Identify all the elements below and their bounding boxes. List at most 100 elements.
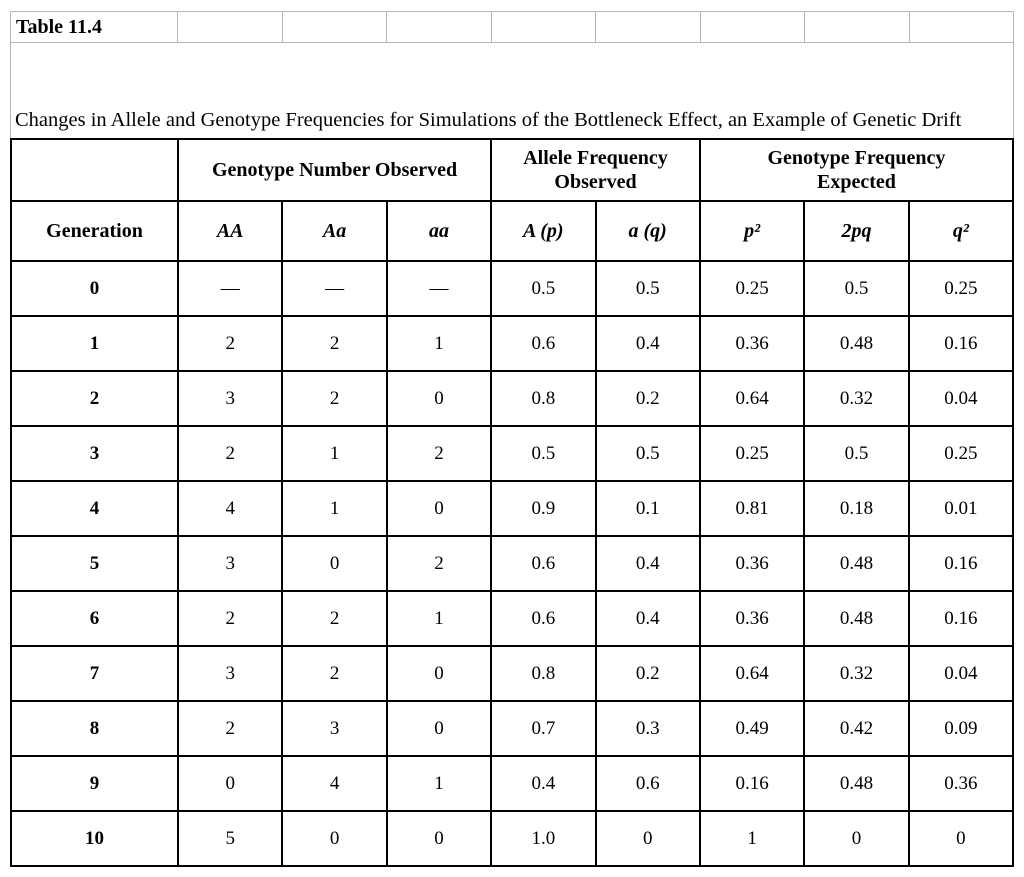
generation-cell: 10	[10, 810, 179, 867]
data-cell: 5	[176, 810, 284, 867]
data-cell: 1	[385, 755, 493, 812]
generation-cell: 5	[10, 535, 179, 592]
data-cell: 0.5	[490, 260, 597, 317]
data-cell: 0.1	[594, 480, 701, 537]
table-row: 7 3 2 0 0.8 0.2 0.64 0.32 0.04	[10, 645, 1015, 702]
data-cell: 1	[385, 590, 493, 647]
data-cell: 0.9	[490, 480, 597, 537]
data-cell: 0.5	[803, 260, 910, 317]
table-row: 0— — —0.5 0.5 0.25 0.5 0.25	[10, 260, 1015, 317]
data-cell: 0.4	[594, 315, 701, 372]
table-row: 4 4 1 0 0.9 0.1 0.81 0.18 0.01	[10, 480, 1015, 537]
generation-cell: 8	[10, 700, 179, 757]
data-cell: 2	[281, 315, 388, 372]
data-cell: 0.3	[594, 700, 701, 757]
group-header-genotype-frequency-expected: Genotype Frequency Expected	[698, 138, 1015, 202]
data-cell: 0	[803, 810, 910, 867]
data-cell: 0	[176, 755, 284, 812]
empty-grid-cell	[805, 12, 910, 43]
data-cell: 0.64	[698, 370, 806, 427]
data-cell: 0.25	[698, 260, 806, 317]
data-cell: 0	[594, 810, 701, 867]
data-cell: 0.5	[490, 425, 597, 482]
data-cell: 4	[281, 755, 388, 812]
generation-cell: 6	[10, 590, 179, 647]
data-cell: 0.5	[803, 425, 910, 482]
data-cell: 0.36	[907, 755, 1015, 812]
data-cell: 2	[281, 590, 388, 647]
data-cell: 0.81	[698, 480, 806, 537]
data-cell: 4	[176, 480, 284, 537]
data-cell: —	[281, 260, 388, 317]
data-cell: 0.6	[490, 535, 597, 592]
data-cell: —	[176, 260, 284, 317]
data-cell: 0.16	[907, 590, 1015, 647]
data-table: Genotype Number Observed Allele Frequenc…	[10, 138, 1015, 867]
generation-cell: 4	[10, 480, 179, 537]
column-header-p2: p²	[698, 200, 806, 262]
data-cell: 0.09	[907, 700, 1015, 757]
data-cell: 0.36	[698, 535, 806, 592]
data-cell: 0	[385, 645, 493, 702]
data-cell: 0.2	[594, 370, 701, 427]
data-cell: 2	[176, 700, 284, 757]
data-cell: 0.64	[698, 645, 806, 702]
data-cell: 0.01	[907, 480, 1015, 537]
data-cell: 0	[385, 700, 493, 757]
data-cell: 0.4	[594, 535, 701, 592]
data-cell: 0.36	[698, 590, 806, 647]
data-cell: 0.32	[803, 370, 910, 427]
data-cell: 0.32	[803, 645, 910, 702]
data-cell: 2	[281, 370, 388, 427]
column-header-a-q: a (q)	[594, 200, 701, 262]
generation-cell: 2	[10, 370, 179, 427]
data-cell: 1	[698, 810, 806, 867]
data-cell: 2	[176, 425, 284, 482]
data-cell: 3	[176, 370, 284, 427]
data-cell: 0.8	[490, 645, 597, 702]
data-cell: 1	[281, 425, 388, 482]
data-cell: 0.48	[803, 535, 910, 592]
generation-header-spacer	[10, 138, 179, 202]
data-cell: 3	[176, 535, 284, 592]
data-cell: 0.16	[907, 535, 1015, 592]
data-cell: 0.6	[490, 315, 597, 372]
data-cell: —	[385, 260, 493, 317]
data-cell: 0.25	[907, 260, 1015, 317]
data-cell: 2	[281, 645, 388, 702]
column-header-A-p: A (p)	[490, 200, 597, 262]
empty-grid-cell	[282, 12, 387, 43]
data-cell: 0	[281, 535, 388, 592]
column-header-row: Generation AA Aa aa A (p) a (q) p² 2pq q…	[10, 200, 1015, 262]
table-row: 8 2 3 0 0.7 0.3 0.49 0.42 0.09	[10, 700, 1015, 757]
data-cell: 0.49	[698, 700, 806, 757]
table-row: 10 5 0 0 1.0 0 1 0 0	[10, 810, 1015, 867]
data-cell: 0	[385, 810, 493, 867]
data-cell: 0	[385, 480, 493, 537]
data-cell: 0.7	[490, 700, 597, 757]
column-header-q2: q²	[907, 200, 1015, 262]
empty-grid-cell	[909, 12, 1014, 43]
data-cell: 0.2	[594, 645, 701, 702]
data-cell: 2	[385, 425, 493, 482]
table-row: 3 2 1 2 0.5 0.5 0.25 0.5 0.25	[10, 425, 1015, 482]
column-header-aa: aa	[385, 200, 493, 262]
group-header-allele-frequency-observed: Allele Frequency Observed	[490, 138, 701, 202]
column-header-AA: AA	[176, 200, 284, 262]
data-cell: 0	[385, 370, 493, 427]
data-cell: 0.48	[803, 315, 910, 372]
data-cell: 0.25	[698, 425, 806, 482]
data-cell: 3	[281, 700, 388, 757]
data-cell: 0.04	[907, 370, 1015, 427]
group-header-genotype-number-observed: Genotype Number Observed	[176, 138, 493, 202]
column-header-generation: Generation	[10, 200, 179, 262]
table-row: 5 3 0 2 0.6 0.4 0.36 0.48 0.16	[10, 535, 1015, 592]
table-row: 2 3 2 0 0.8 0.2 0.64 0.32 0.04	[10, 370, 1015, 427]
table-caption: Changes in Allele and Genotype Frequenci…	[10, 43, 1014, 138]
data-cell: 3	[176, 645, 284, 702]
table-row: 1 2 2 1 0.6 0.4 0.36 0.48 0.16	[10, 315, 1015, 372]
spreadsheet-top-row: Table 11.4	[10, 11, 1014, 43]
document-sheet: Table 11.4 Changes in Allele and Genotyp…	[10, 11, 1015, 867]
data-cell: 1	[281, 480, 388, 537]
data-cell: 0.4	[594, 590, 701, 647]
